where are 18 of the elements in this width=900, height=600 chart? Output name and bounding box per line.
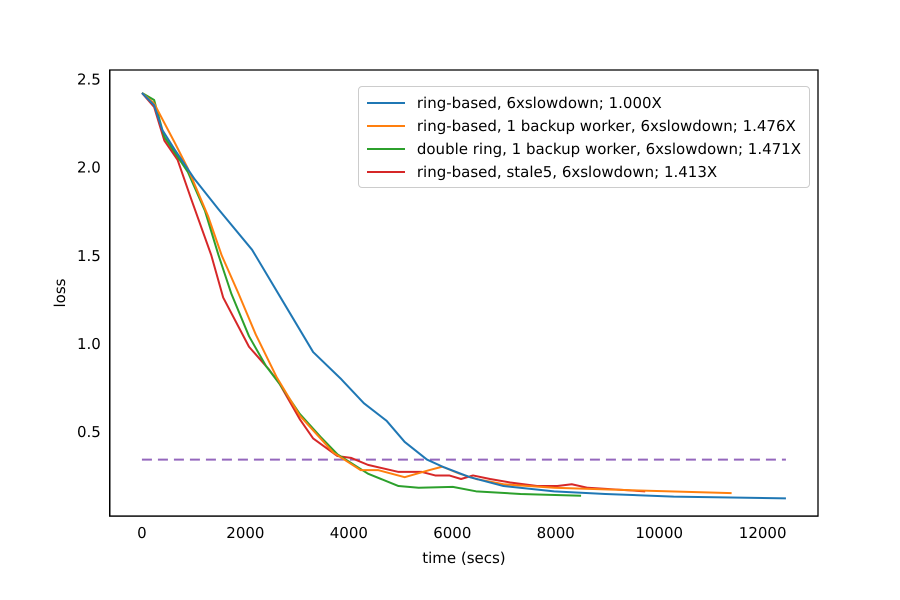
x-tick-label: 6000 bbox=[433, 524, 472, 542]
legend-label: double ring, 1 backup worker, 6xslowdown; 1.471X bbox=[416, 140, 801, 158]
x-axis-title: time (secs) bbox=[422, 548, 506, 567]
legend-label: ring-based, 1 backup worker, 6xslowdown; 1.476X bbox=[416, 116, 796, 134]
y-axis-title: loss bbox=[50, 278, 69, 308]
y-tick-label: 1.5 bbox=[76, 246, 101, 265]
x-tick-label: 4000 bbox=[330, 524, 368, 542]
y-tick-label: 0.5 bbox=[76, 423, 101, 442]
legend-label: ring-based, stale5, 6xslowdown; 1.413X bbox=[416, 162, 718, 180]
x-tick-label: 10000 bbox=[635, 524, 684, 542]
x-tick-label: 0 bbox=[137, 524, 147, 542]
y-tick-label: 2.0 bbox=[76, 158, 101, 177]
x-tick-label: 8000 bbox=[536, 524, 575, 542]
x-tick-label: 12000 bbox=[738, 524, 787, 542]
y-tick-label: 2.5 bbox=[76, 70, 101, 88]
x-tick-label: 2000 bbox=[226, 524, 264, 542]
legend-label: ring-based, 6xslowdown; 1.000X bbox=[416, 94, 662, 112]
y-tick-label: 1.0 bbox=[76, 334, 101, 353]
